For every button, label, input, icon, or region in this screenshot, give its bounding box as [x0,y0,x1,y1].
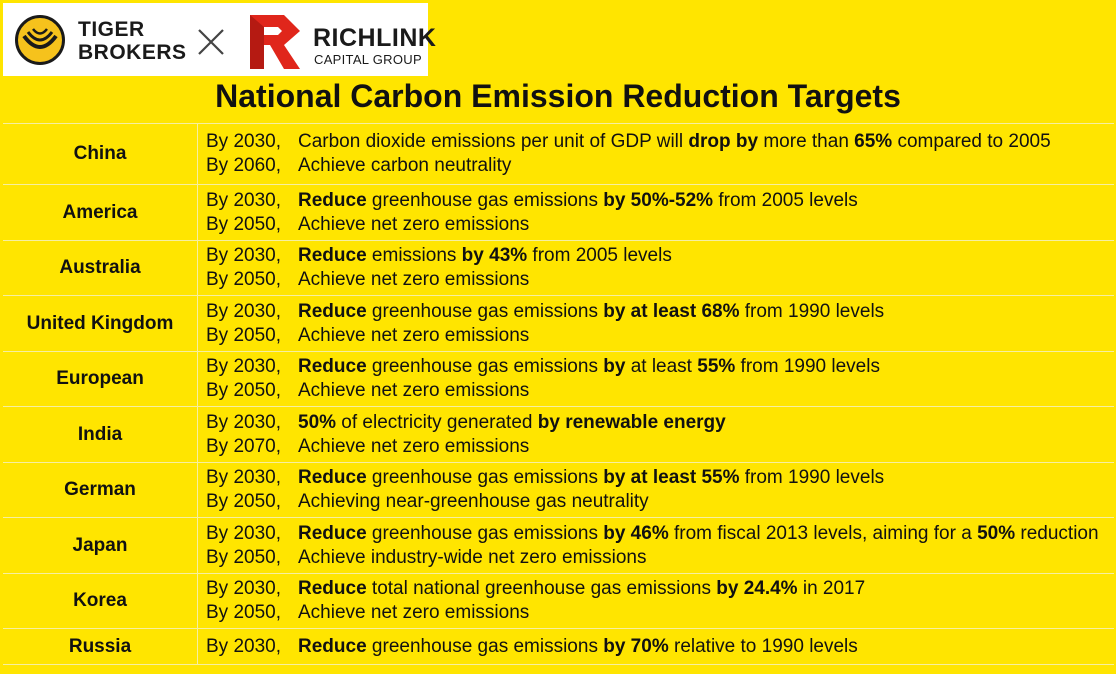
country-cell: India [3,407,198,462]
target-year: By 2050, [206,213,281,235]
country-cell: Russia [3,629,198,664]
brokers-word: BROKERS [78,41,187,64]
target-text: Achieve net zero emissions [298,324,530,346]
target-text: 50% of electricity generated by renewabl… [298,411,726,433]
target-text: Reduce greenhouse gas emissions by 46% f… [298,522,1099,544]
table-row: United Kingdom By 2030, Reduce greenhouse … [3,296,1114,352]
target-year: By 2070, [206,435,281,457]
target-text: Reduce greenhouse gas emissions by at le… [298,300,885,322]
target-text: Reduce emissions by 43% from 2005 levels [298,245,672,266]
richlink-name: RICHLINK [313,24,437,52]
target-year: By 2030, [206,300,281,322]
target-line: By 2030, Reduce total national greenhouse… [206,577,1114,601]
table-row: China By 2030, Carbon dioxide emissions pe… [3,124,1114,185]
tiger-word: TIGER [78,18,145,41]
targets-cell: By 2030, Reduce greenhouse gas emissions … [206,518,1114,573]
target-text: Achieve net zero emissions [298,269,530,290]
tiger-logo-icon [15,15,65,65]
target-year: By 2030, [206,411,281,433]
country-cell: America [3,185,198,240]
country-cell: United Kingdom [3,296,198,351]
target-line: By 2050, Achieving near-greenhouse gas ne… [206,490,1114,514]
target-year: By 2030, [206,356,281,377]
targets-cell: By 2030, Reduce greenhouse gas emissions … [206,296,1114,351]
target-year: By 2060, [206,155,281,176]
country-cell: Australia [3,241,198,295]
target-line: By 2030, Reduce greenhouse gas emissions … [206,300,1114,324]
target-year: By 2050, [206,324,281,346]
target-text: Carbon dioxide emissions per unit of GDP… [298,131,1051,152]
target-year: By 2030, [206,578,281,599]
richlink-logo-icon [250,15,300,69]
times-icon [198,29,224,55]
target-year: By 2030, [206,131,281,152]
targets-cell: By 2030, 50% of electricity generated by … [206,407,1114,462]
targets-cell: By 2030, Reduce greenhouse gas emissions … [206,185,1114,240]
tiger-brokers-wordmark: TIGER BROKERS [78,18,188,64]
table-row: Australia By 2030, Reduce emissions by 43%… [3,241,1114,296]
target-line: By 2050, Achieve net zero emissions [206,324,1114,348]
targets-cell: By 2030, Reduce total national greenhouse… [206,574,1114,628]
target-year: By 2030, [206,467,281,488]
target-line: By 2050, Achieve net zero emissions [206,379,1114,403]
targets-cell: By 2030, Reduce greenhouse gas emissions … [206,463,1114,517]
target-year: By 2050, [206,380,281,401]
logo-bar: TIGER BROKERS RICHLINK CAPITAL GROUP [3,3,436,76]
target-text: Reduce greenhouse gas emissions by at le… [298,356,880,377]
targets-table: China By 2030, Carbon dioxide emissions pe… [3,123,1114,665]
country-cell: German [3,463,198,517]
target-line: By 2030, Reduce greenhouse gas emissions … [206,189,1114,213]
country-cell: European [3,352,198,406]
target-year: By 2050, [206,269,281,290]
richlink-subtitle: CAPITAL GROUP [314,52,422,67]
table-row: European By 2030, Reduce greenhouse gas em… [3,352,1114,407]
target-year: By 2050, [206,546,281,568]
country-cell: Korea [3,574,198,628]
target-text: Achieving near-greenhouse gas neutrality [298,491,649,512]
target-year: By 2050, [206,602,281,623]
table-row: Japan By 2030, Reduce greenhouse gas emiss… [3,518,1114,574]
table-row: Russia By 2030, Reduce greenhouse gas emis… [3,629,1114,665]
table-row: America By 2030, Reduce greenhouse gas emi… [3,185,1114,241]
target-year: By 2050, [206,491,281,512]
target-text: Achieve industry-wide net zero emissions [298,546,647,568]
target-text: Achieve net zero emissions [298,602,530,623]
country-cell: China [3,124,198,184]
table-row: India By 2030, 50% of electricity generate… [3,407,1114,463]
target-year: By 2030, [206,245,281,266]
targets-cell: By 2030, Reduce greenhouse gas emissions … [206,629,1114,664]
target-text: Achieve net zero emissions [298,213,530,235]
target-line: By 2030, Reduce greenhouse gas emissions … [206,355,1114,379]
table-row: German By 2030, Reduce greenhouse gas emis… [3,463,1114,518]
target-text: Achieve carbon neutrality [298,155,512,176]
target-year: By 2030, [206,189,281,211]
target-line: By 2070, Achieve net zero emissions [206,435,1114,459]
target-line: By 2030, Carbon dioxide emissions per uni… [206,130,1114,154]
target-line: By 2050, Achieve net zero emissions [206,268,1114,292]
targets-cell: By 2030, Reduce emissions by 43% from 200… [206,241,1114,295]
target-year: By 2030, [206,522,281,544]
table-row: Korea By 2030, Reduce total national green… [3,574,1114,629]
targets-cell: By 2030, Carbon dioxide emissions per uni… [206,124,1114,184]
target-text: Reduce greenhouse gas emissions by 70% r… [298,635,858,657]
target-text: Achieve net zero emissions [298,380,530,401]
target-line: By 2050, Achieve net zero emissions [206,601,1114,625]
target-line: By 2030, Reduce greenhouse gas emissions … [206,466,1114,490]
targets-cell: By 2030, Reduce greenhouse gas emissions … [206,352,1114,406]
target-year: By 2030, [206,635,281,657]
target-line: By 2030, Reduce greenhouse gas emissions … [206,522,1114,546]
country-cell: Japan [3,518,198,573]
target-line: By 2030, Reduce greenhouse gas emissions … [206,635,1114,659]
page-title: National Carbon Emission Reduction Targe… [215,78,901,114]
target-text: Achieve net zero emissions [298,435,530,457]
target-line: By 2060, Achieve carbon neutrality [206,154,1114,178]
target-line: By 2050, Achieve industry-wide net zero e… [206,546,1114,570]
target-text: Reduce greenhouse gas emissions by at le… [298,467,885,488]
target-line: By 2050, Achieve net zero emissions [206,213,1114,237]
target-line: By 2030, Reduce emissions by 43% from 200… [206,244,1114,268]
target-text: Reduce greenhouse gas emissions by 50%-5… [298,189,858,211]
target-line: By 2030, 50% of electricity generated by … [206,411,1114,435]
target-text: Reduce total national greenhouse gas emi… [298,578,866,599]
